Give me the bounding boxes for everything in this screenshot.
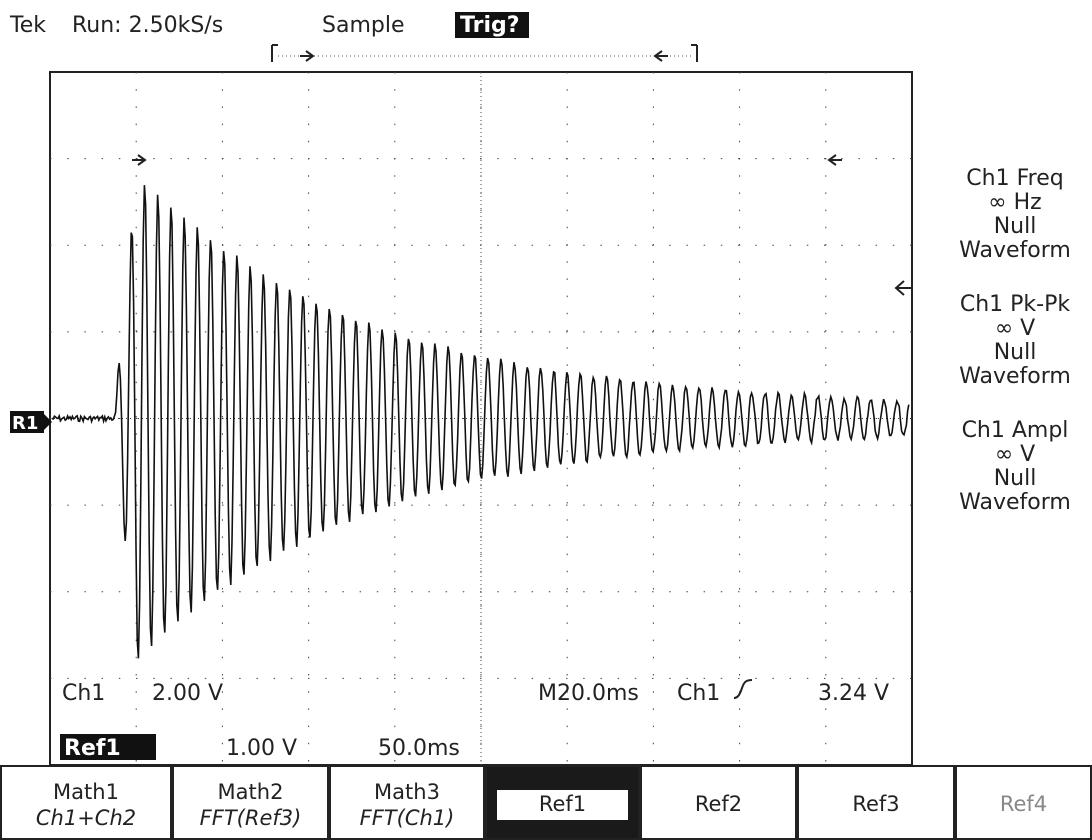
menu-sublabel: Ch1+Ch2 (36, 806, 136, 830)
ch1-scale: 2.00 V (152, 681, 223, 706)
ch1-label: Ch1 (62, 681, 105, 706)
menu-button[interactable] (640, 765, 797, 840)
measurement-line1: Null (994, 466, 1037, 491)
record-arrows (300, 50, 668, 62)
waveform (51, 185, 910, 659)
ref1-scale: 1.00 V (226, 736, 297, 761)
status: Run: 2.50kS/s (72, 13, 223, 38)
menu-label: Ref4 (1000, 792, 1047, 816)
ref1-badge (60, 734, 156, 760)
record-bracket (271, 44, 698, 62)
trigger-badge (455, 12, 529, 38)
menu-sublabel: FFT(Ch1) (360, 806, 455, 830)
measurement-title: Ch1 Freq (966, 166, 1063, 191)
trigger-level: 3.24 V (818, 681, 889, 706)
menu-button[interactable] (329, 765, 485, 840)
measurement-line2: Waveform (959, 364, 1071, 389)
menu-button[interactable] (0, 765, 172, 840)
measurement-title: Ch1 Pk-Pk (960, 292, 1071, 317)
menu-label: Math3 (374, 780, 440, 804)
trigger-slope (733, 679, 753, 699)
menu-label: Ref2 (695, 792, 742, 816)
menu-button[interactable] (955, 765, 1092, 840)
menu-sublabel: FFT(Ref3) (200, 806, 302, 830)
menu-label: Ref1 (539, 792, 586, 816)
menu-selected-label-bg (497, 790, 628, 820)
menu-button[interactable] (172, 765, 329, 840)
brand: Tek (9, 13, 46, 38)
ref-marker-box (10, 411, 44, 433)
measurement-value: ∞ Hz (988, 190, 1041, 215)
trigger-source: Ch1 (677, 681, 720, 706)
measurement-value: ∞ V (995, 442, 1035, 467)
measurement-title: Ch1 Ampl (962, 418, 1069, 443)
measurement-line1: Null (994, 214, 1037, 239)
measurement-line1: Null (994, 340, 1037, 365)
ref1-label: Ref1 (64, 736, 121, 761)
menu-label: Ref3 (852, 792, 899, 816)
ref1-time: 50.0ms (378, 736, 460, 761)
measurement-line2: Waveform (959, 238, 1071, 263)
measurement-line2: Waveform (959, 490, 1071, 515)
graticule (49, 71, 913, 766)
acq-mode: Sample (322, 13, 405, 38)
ref-marker-arrow (44, 414, 52, 430)
menu-label: Math1 (53, 780, 119, 804)
measurement-value: ∞ V (995, 316, 1035, 341)
ref-marker: R1 (12, 413, 38, 434)
menu-label: Math2 (218, 780, 284, 804)
menu-button[interactable] (797, 765, 955, 840)
timebase: M20.0ms (538, 681, 639, 706)
cursor-arrows (132, 154, 912, 296)
trigger-status: Trig? (460, 13, 520, 38)
